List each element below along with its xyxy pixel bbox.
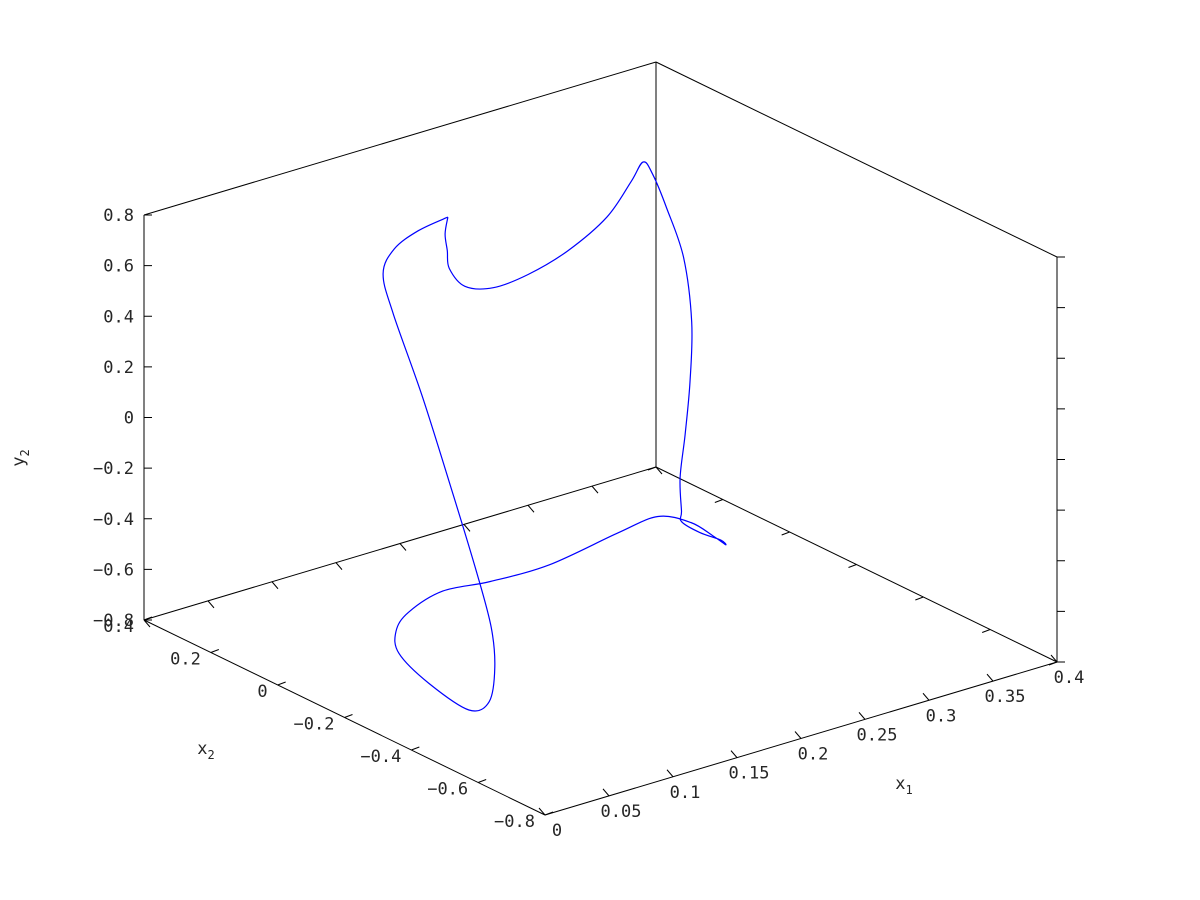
x2-tick-label: −0.2: [294, 715, 335, 735]
x1-tick-back: [399, 543, 407, 551]
x1-tick-back: [207, 600, 215, 609]
x2-tick: [544, 811, 554, 816]
y2-tick-label: −0.6: [93, 560, 134, 580]
x1-tick: [538, 807, 546, 816]
x1-tick: [986, 673, 994, 682]
y2-tick-label: 0.4: [103, 307, 134, 327]
x1-tick-back: [527, 504, 535, 513]
x2-tick: [411, 746, 420, 751]
x2-tick-back: [1048, 661, 1058, 666]
series-0-line: [382, 161, 727, 712]
x2-tick-label: −0.4: [360, 747, 401, 767]
x1-tick-label: 0.35: [985, 687, 1026, 707]
y2-axis-title: y2: [9, 449, 32, 466]
axes-box: [143, 61, 1058, 816]
tick-labels: 00.050.10.150.20.250.30.350.4−0.8−0.6−0.…: [93, 206, 1084, 841]
x1-tick-back: [655, 466, 663, 475]
y2-tick-label: 0: [124, 409, 134, 429]
x1-tick: [858, 712, 866, 720]
x1-tick: [922, 692, 930, 701]
x1-tick: [730, 750, 738, 758]
x1-tick-label: 0.25: [857, 725, 898, 745]
y2-tick-label: 0.2: [103, 358, 134, 378]
x1-tick-label: 0.1: [670, 783, 701, 803]
x2-tick: [210, 649, 220, 653]
x1-axis-title-text: x: [895, 774, 905, 794]
x1-tick-back: [463, 524, 471, 532]
x2-tick-label: −0.6: [427, 780, 468, 800]
x2-tick-label: −0.8: [494, 812, 535, 832]
y2-tick-label: 0.8: [103, 206, 134, 226]
x2-tick-label: 0: [257, 682, 267, 702]
x1-tick: [602, 788, 610, 797]
x1-tick-label: 0.4: [1054, 668, 1085, 688]
x1-axis-title: x1: [895, 774, 912, 797]
x1-tick: [1050, 654, 1058, 663]
x2-tick: [477, 779, 487, 783]
top-back-right-edge: [655, 61, 1058, 258]
x1-tick-back: [271, 581, 279, 590]
x2-tick-back: [848, 564, 857, 568]
y2-tick-label: −0.4: [93, 510, 134, 530]
x1-tick-back: [143, 619, 151, 628]
x1-tick-label: 0.15: [729, 764, 770, 784]
x2-tick-label: 0.2: [170, 650, 201, 670]
x2-tick-back: [915, 596, 924, 601]
y2-axis-title-subscript: 2: [18, 449, 32, 456]
data-series: [382, 161, 727, 712]
y2-tick-label: −0.8: [93, 611, 134, 631]
x1-tick-label: 0.2: [798, 745, 829, 765]
x2-tick: [277, 681, 286, 686]
x1-tick-back: [591, 485, 599, 494]
x2-tick-back: [647, 466, 657, 471]
x1-tick-back: [335, 562, 343, 570]
x2-tick-label: 0.4: [103, 617, 134, 637]
y2-tick-label: 0.6: [103, 257, 134, 277]
y2-axis-title-text: y: [9, 456, 29, 466]
x1-tick-label: 0: [552, 821, 562, 841]
x1-tick: [666, 769, 674, 778]
x2-tick-back: [781, 531, 790, 536]
x2-axis-title: x2: [197, 739, 214, 762]
x2-tick: [344, 714, 353, 718]
x1-tick-label: 0.05: [601, 802, 642, 822]
x1-tick-label: 0.3: [926, 706, 957, 726]
top-back-left-edge: [143, 61, 657, 216]
x1-tick: [794, 731, 802, 739]
x1-axis-title-subscript: 1: [906, 783, 913, 797]
x2-tick-back: [714, 499, 724, 503]
x2-axis-title-text: x: [197, 739, 207, 759]
y2-tick-label: −0.2: [93, 459, 134, 479]
x2-axis-title-subscript: 2: [208, 748, 215, 762]
axis-ticks: [143, 214, 1065, 816]
x2-tick-back: [981, 629, 991, 633]
